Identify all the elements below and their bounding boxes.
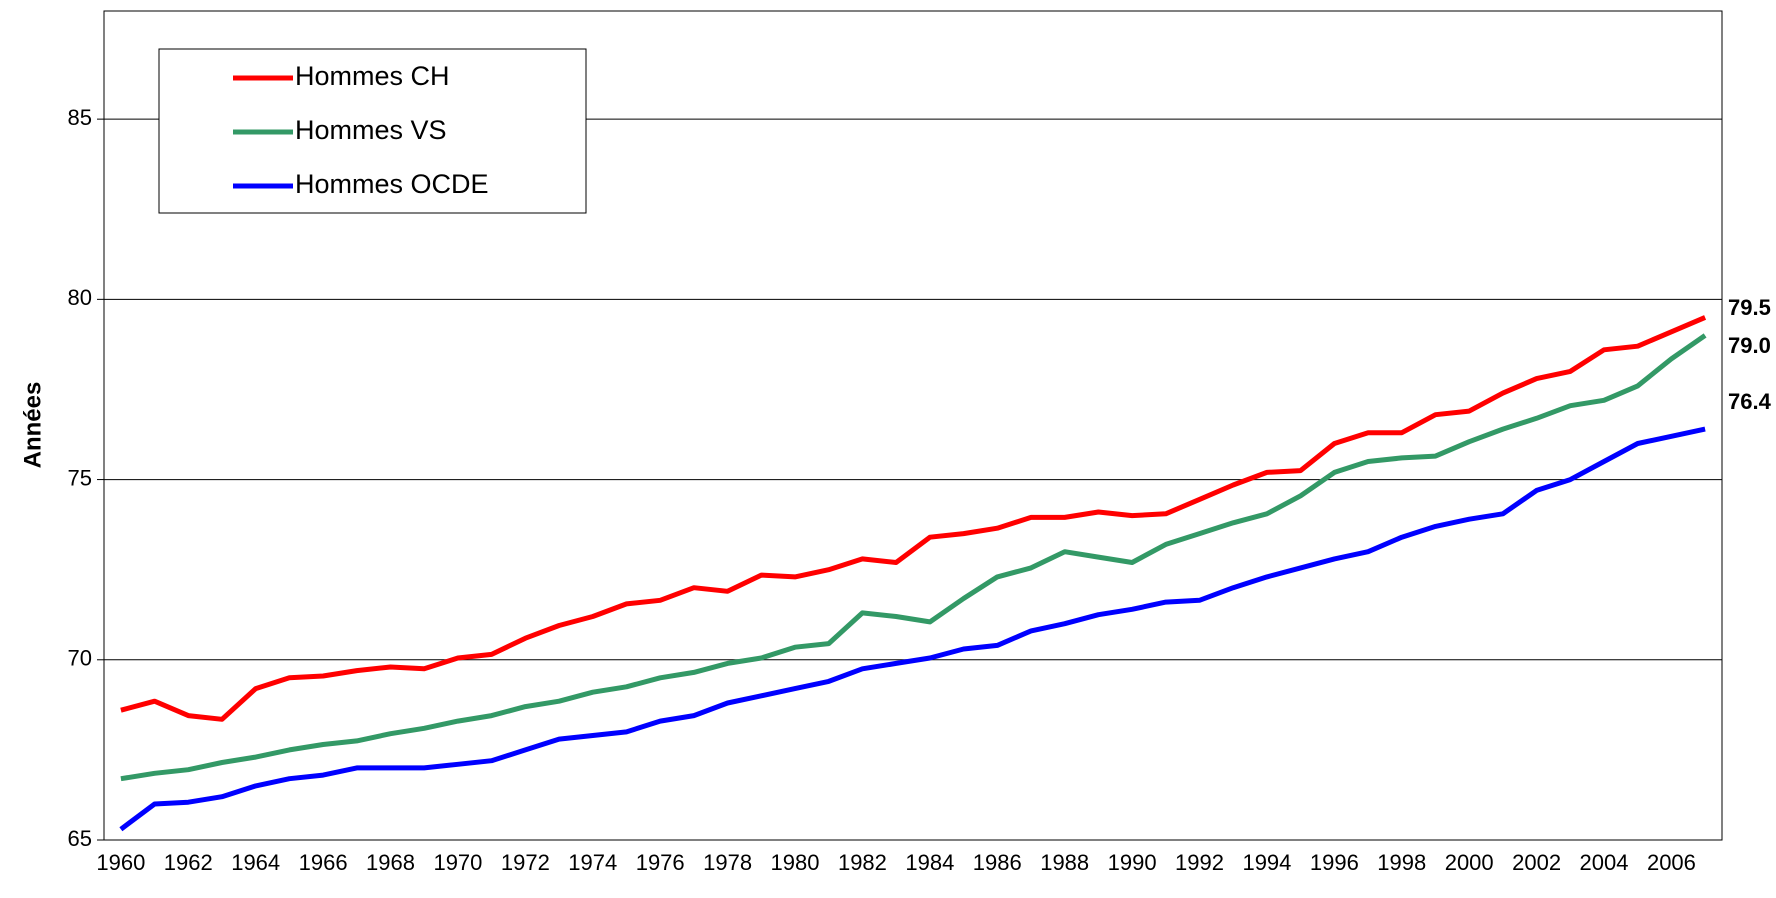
x-tick-label: 2002 — [1512, 850, 1561, 875]
x-tick-label: 1998 — [1377, 850, 1426, 875]
line-series — [119, 426, 1706, 832]
line-series — [120, 333, 1707, 782]
x-tick-label: 1960 — [96, 850, 145, 875]
x-tick-label: 2006 — [1647, 850, 1696, 875]
legend-label: Hommes CH — [295, 61, 450, 91]
x-tick-label: 1980 — [771, 850, 820, 875]
x-tick-label: 1992 — [1175, 850, 1224, 875]
x-tick-label: 1988 — [1040, 850, 1089, 875]
end-value-label: 79.0 — [1728, 333, 1771, 358]
x-tick-label: 1978 — [703, 850, 752, 875]
x-tick-label: 1966 — [299, 850, 348, 875]
x-tick-label: 2000 — [1445, 850, 1494, 875]
x-tick-label: 1974 — [568, 850, 617, 875]
y-tick-label: 85 — [68, 105, 92, 130]
x-tick-label: 1962 — [164, 850, 213, 875]
y-tick-label: 65 — [68, 826, 92, 851]
end-value-label: 79.5 — [1728, 295, 1771, 320]
legend-label: Hommes OCDE — [295, 169, 489, 199]
line-series — [120, 315, 1707, 722]
x-tick-label: 1994 — [1242, 850, 1291, 875]
x-tick-label: 1984 — [905, 850, 954, 875]
y-tick-label: 70 — [68, 646, 92, 671]
x-tick-label: 1982 — [838, 850, 887, 875]
legend-box — [158, 48, 587, 214]
x-tick-label: 1970 — [433, 850, 482, 875]
y-axis-label: Années — [19, 382, 46, 469]
x-tick-label: 1968 — [366, 850, 415, 875]
y-tick-label: 80 — [68, 285, 92, 310]
legend-label: Hommes VS — [295, 115, 447, 145]
y-tick-label: 75 — [68, 465, 92, 490]
x-tick-label: 2004 — [1580, 850, 1629, 875]
x-tick-label: 1976 — [636, 850, 685, 875]
x-tick-label: 1972 — [501, 850, 550, 875]
plot-frame — [103, 10, 1723, 841]
x-tick-label: 1990 — [1108, 850, 1157, 875]
end-value-label: 76.4 — [1728, 389, 1772, 414]
x-tick-label: 1986 — [973, 850, 1022, 875]
x-tick-label: 1996 — [1310, 850, 1359, 875]
x-tick-label: 1964 — [231, 850, 280, 875]
